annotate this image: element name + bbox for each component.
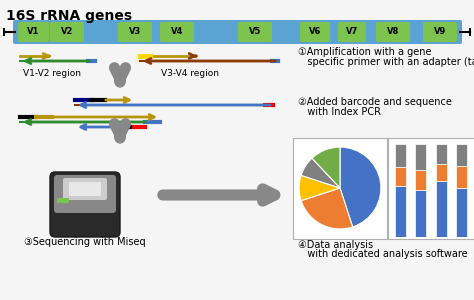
Wedge shape bbox=[301, 188, 353, 229]
FancyBboxPatch shape bbox=[300, 22, 330, 42]
FancyBboxPatch shape bbox=[54, 175, 116, 213]
Wedge shape bbox=[312, 147, 340, 188]
Text: V9: V9 bbox=[434, 28, 446, 37]
Bar bbox=[436, 181, 447, 237]
Text: V6: V6 bbox=[309, 28, 321, 37]
Text: ②Added barcode and sequence: ②Added barcode and sequence bbox=[298, 97, 452, 107]
FancyBboxPatch shape bbox=[13, 20, 462, 44]
Text: V7: V7 bbox=[346, 28, 358, 37]
FancyBboxPatch shape bbox=[238, 22, 272, 42]
Text: specific primer with an adapter (tag): specific primer with an adapter (tag) bbox=[298, 57, 474, 67]
Wedge shape bbox=[340, 147, 381, 227]
Text: V1-V2 region: V1-V2 region bbox=[23, 69, 81, 78]
FancyBboxPatch shape bbox=[18, 22, 49, 42]
FancyBboxPatch shape bbox=[50, 172, 120, 237]
Wedge shape bbox=[299, 176, 340, 201]
FancyBboxPatch shape bbox=[118, 22, 152, 42]
FancyBboxPatch shape bbox=[63, 178, 107, 200]
FancyBboxPatch shape bbox=[338, 22, 366, 42]
Text: V3: V3 bbox=[129, 28, 141, 37]
Text: V3-V4 region: V3-V4 region bbox=[161, 69, 219, 78]
Bar bbox=[395, 167, 406, 186]
Text: V4: V4 bbox=[171, 28, 183, 37]
Text: ①Amplification with a gene: ①Amplification with a gene bbox=[298, 47, 431, 57]
Bar bbox=[415, 190, 427, 237]
Text: with Index PCR: with Index PCR bbox=[298, 107, 381, 117]
Wedge shape bbox=[301, 158, 340, 188]
Bar bbox=[456, 188, 467, 237]
Text: V8: V8 bbox=[387, 28, 399, 37]
Text: 16S rRNA genes: 16S rRNA genes bbox=[6, 9, 132, 23]
FancyBboxPatch shape bbox=[423, 22, 457, 42]
Bar bbox=[57, 198, 69, 203]
Text: with dedicated analysis software: with dedicated analysis software bbox=[298, 249, 468, 259]
Text: V2: V2 bbox=[61, 28, 73, 37]
Bar bbox=[395, 144, 406, 167]
FancyBboxPatch shape bbox=[50, 22, 84, 42]
FancyBboxPatch shape bbox=[160, 22, 194, 42]
FancyBboxPatch shape bbox=[69, 182, 101, 196]
Text: V1: V1 bbox=[27, 28, 40, 37]
Text: ③Sequencing with Miseq: ③Sequencing with Miseq bbox=[24, 237, 146, 247]
Bar bbox=[415, 144, 427, 170]
Bar bbox=[436, 164, 447, 181]
Bar bbox=[456, 144, 467, 166]
Bar bbox=[436, 144, 447, 164]
FancyBboxPatch shape bbox=[376, 22, 410, 42]
Bar bbox=[395, 186, 406, 237]
Text: ④Data analysis: ④Data analysis bbox=[298, 240, 373, 250]
Bar bbox=[415, 170, 427, 190]
Bar bbox=[456, 166, 467, 188]
Text: V5: V5 bbox=[249, 28, 261, 37]
